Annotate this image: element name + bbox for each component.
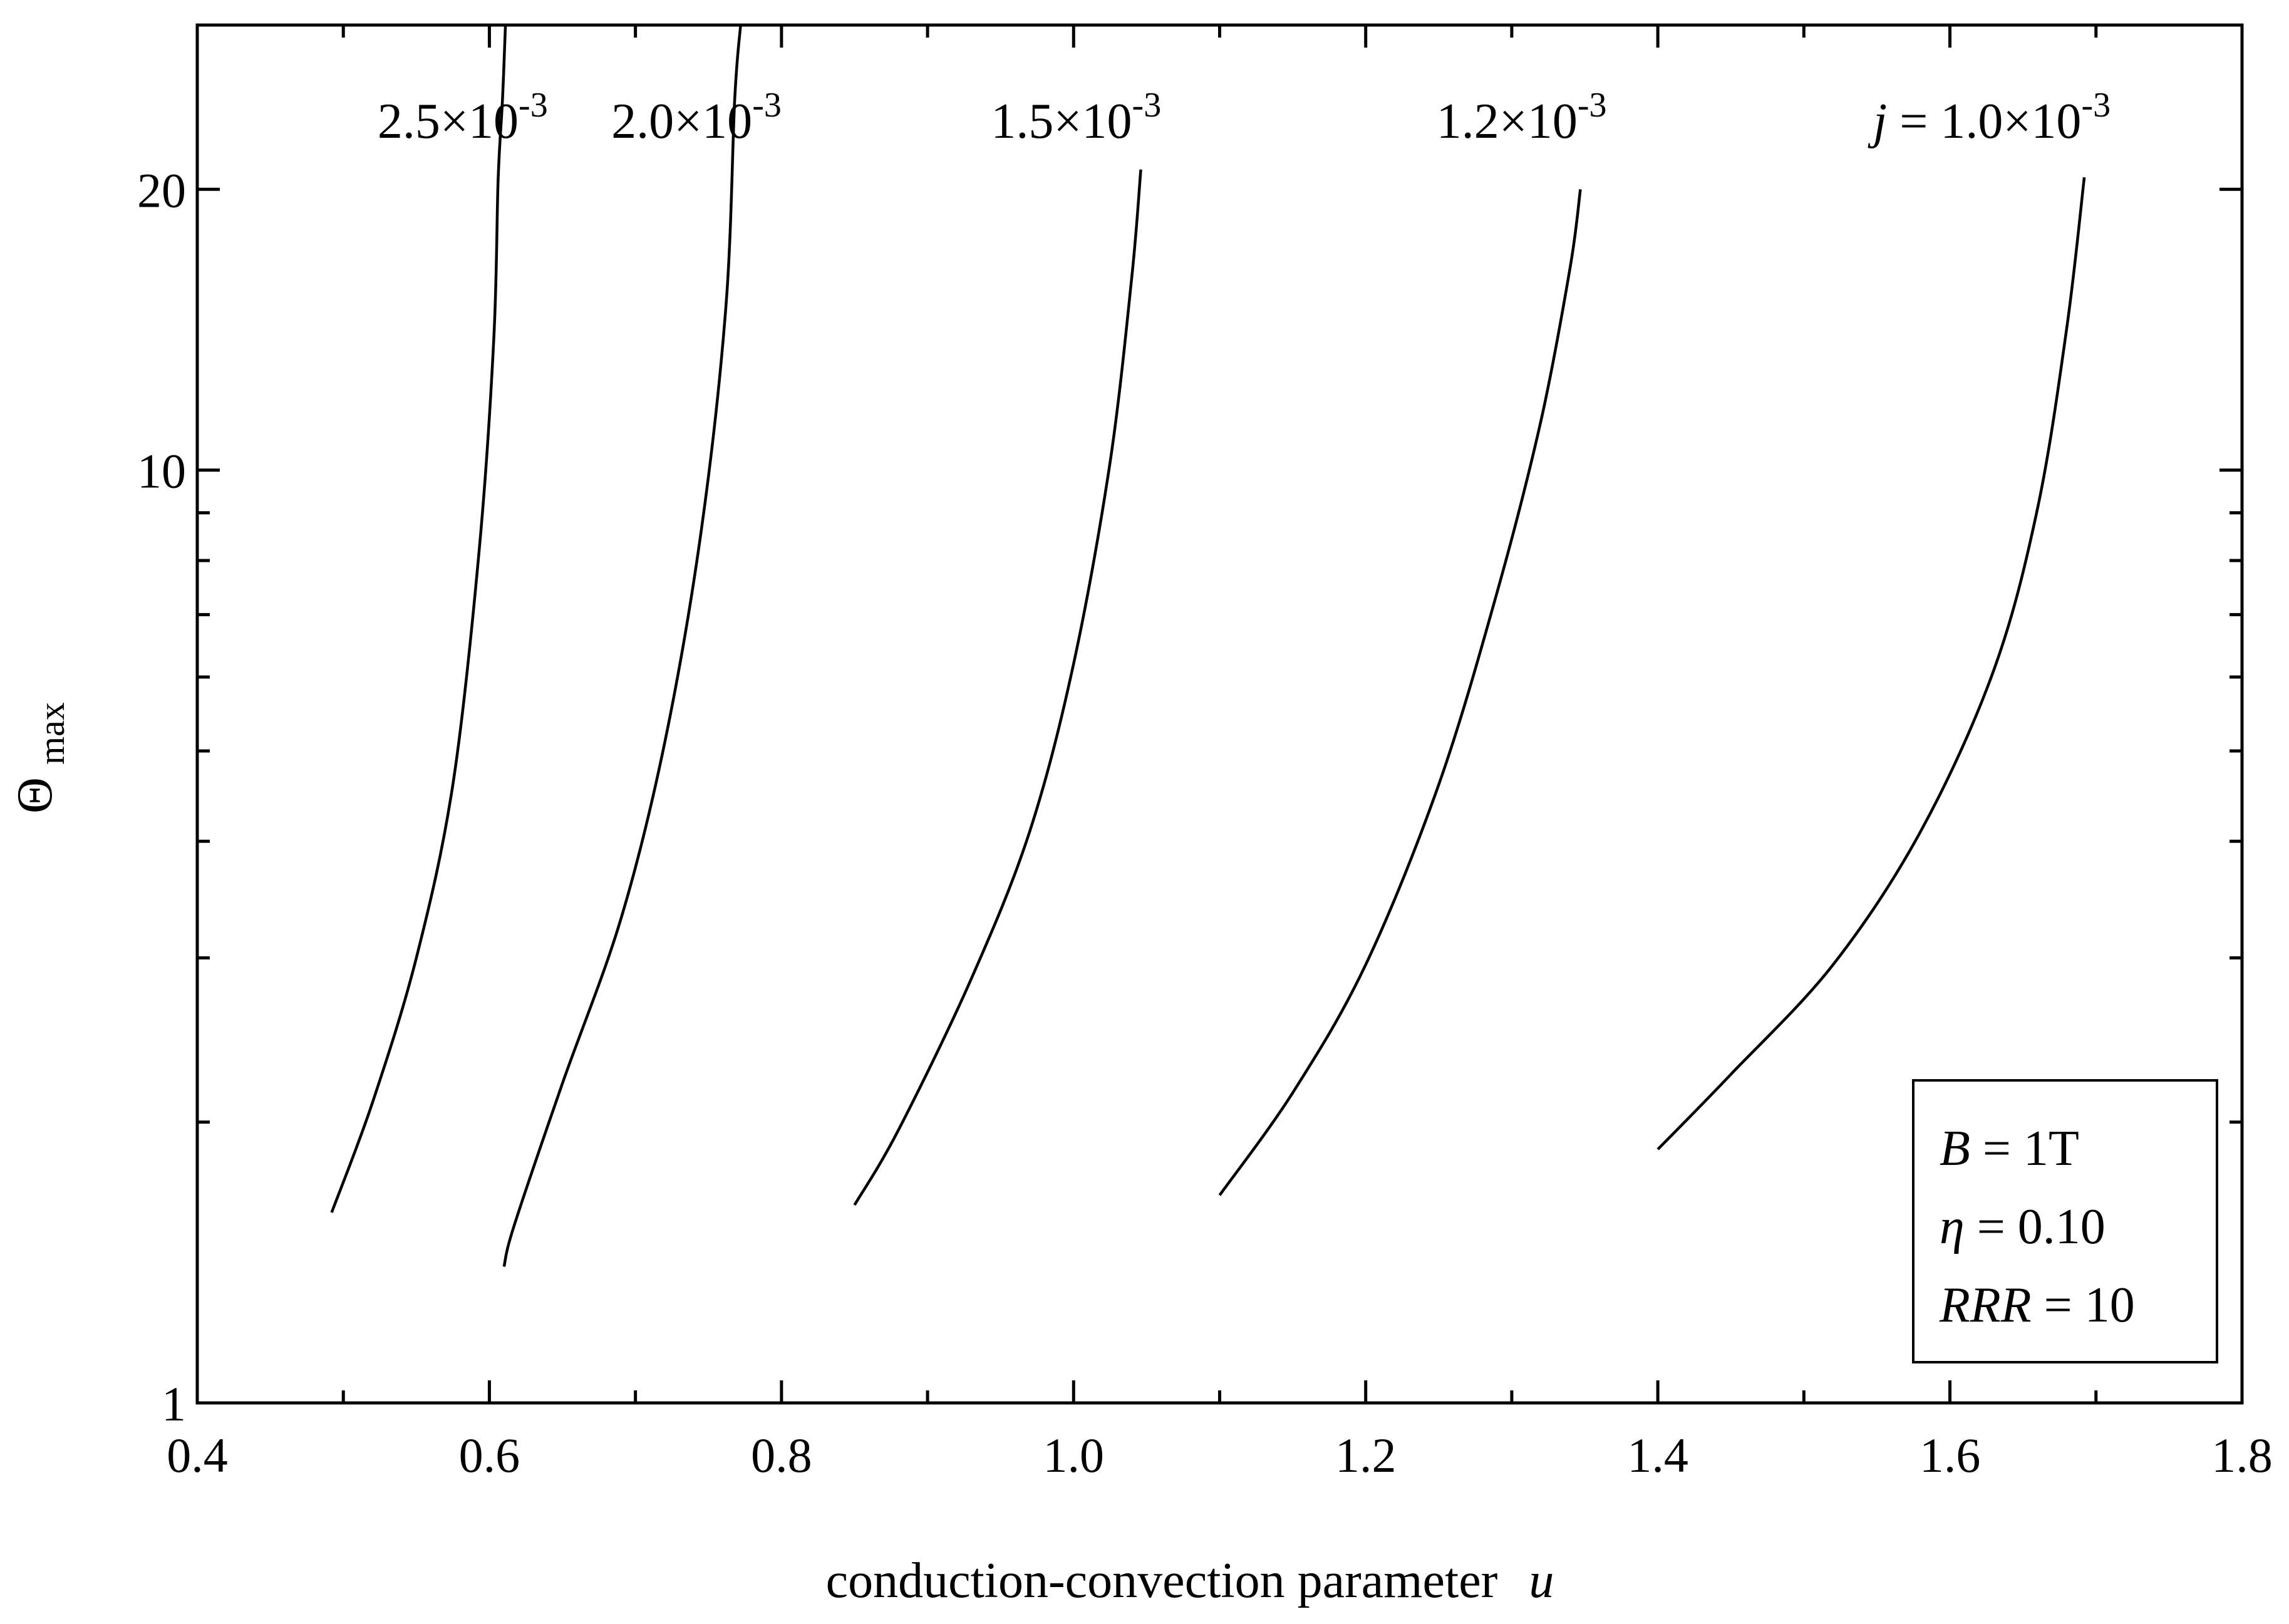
x-tick-label: 1.0	[1043, 1428, 1105, 1482]
x-tick-label: 1.8	[2211, 1428, 2273, 1482]
series-label-1: 2.5×10-3	[378, 86, 548, 149]
plot-frame	[195, 23, 2244, 1405]
legend-line-3: RRR = 10	[1939, 1278, 2135, 1333]
legend: B = 1T η = 0.10 RRR = 10	[1912, 1079, 2218, 1363]
x-tick-label: 1.6	[1920, 1428, 1981, 1482]
y-tick-label: 10	[137, 444, 186, 499]
x-tick-label: 1.2	[1335, 1428, 1397, 1482]
x-axis-title-variable: u	[1529, 1553, 1554, 1608]
series-label-2: 2.0×10-3	[611, 86, 782, 149]
x-tick-label: 0.4	[167, 1428, 228, 1482]
x-tick-label: 0.6	[459, 1428, 520, 1482]
y-axis-title-subscript: max	[31, 702, 72, 765]
legend-line-1: B = 1T	[1940, 1121, 2079, 1176]
series-label-3: 1.5×10-3	[991, 86, 1161, 149]
series-label-5: j = 1.0×10-3	[1868, 86, 2111, 149]
series-label-4: 1.2×10-3	[1437, 86, 1607, 149]
tick-layer: 0.4 0.6 0.8 1.0 1.2 1.4 1.6 1.8 1 10 20	[137, 23, 2273, 1482]
y-tick-label: 20	[137, 163, 186, 217]
series-line-4	[1218, 189, 1582, 1196]
series-line-3	[853, 169, 1142, 1206]
y-axis-title: Θ max	[8, 702, 72, 814]
x-axis-title-text: conduction-convection parameter	[826, 1553, 1498, 1608]
x-tick-label: 0.8	[751, 1428, 812, 1482]
x-axis-title: conduction-convection parameter u	[826, 1553, 1554, 1608]
curves-layer	[330, 24, 2086, 1267]
x-tick-label: 1.4	[1627, 1428, 1688, 1482]
legend-box	[1912, 1079, 2218, 1363]
curve-labels-layer: 2.5×10-3 2.0×10-3 1.5×10-3 1.2×10-3 j = 1.0×…	[378, 86, 2111, 149]
series-line-1	[330, 24, 507, 1213]
series-line-5	[1656, 177, 2086, 1151]
series-line-2	[502, 24, 742, 1267]
y-tick-label: 1	[162, 1377, 186, 1431]
legend-line-2: η = 0.10	[1940, 1199, 2106, 1254]
y-axis-title-symbol: Θ	[8, 777, 63, 814]
